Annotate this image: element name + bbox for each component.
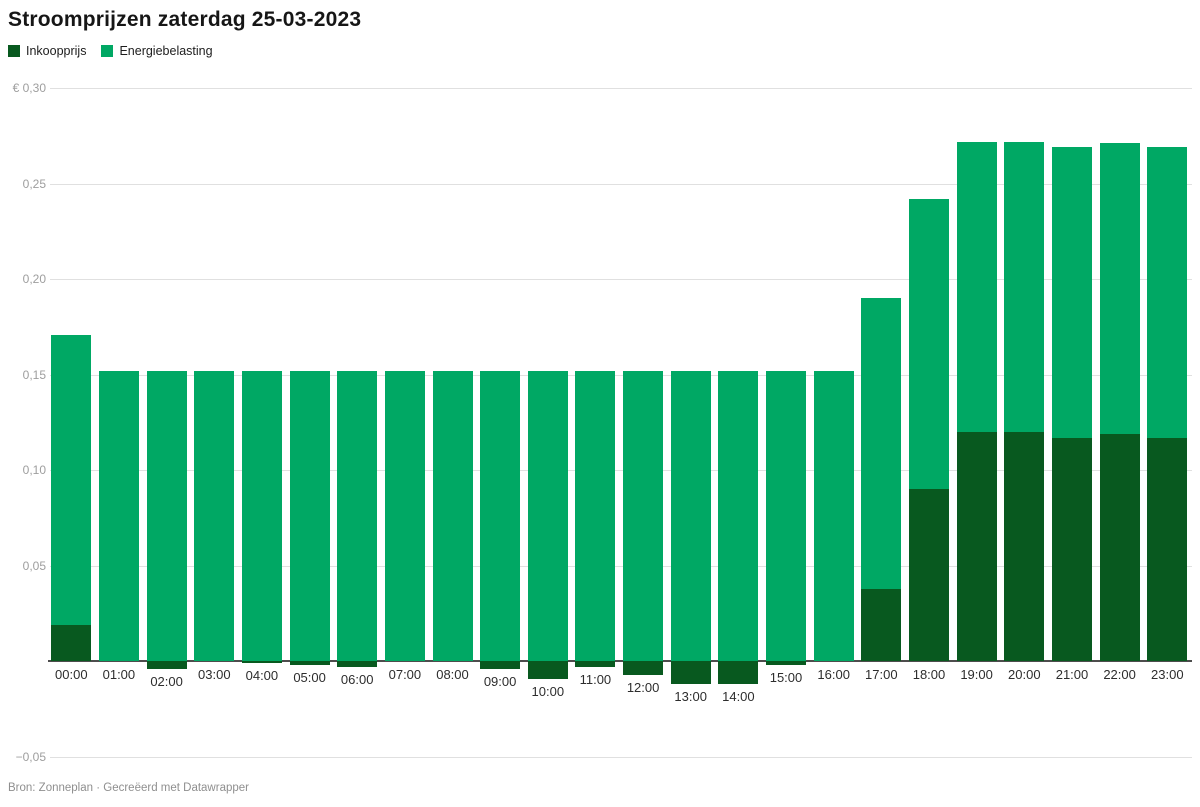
gridline-0,15 — [50, 374, 1192, 376]
bar-inkoopprijs-23:00 — [1147, 437, 1188, 662]
bar-energiebelasting-20:00 — [1004, 141, 1045, 432]
legend-item-0: Inkoopprijs — [8, 44, 86, 58]
x-axis-label-15:00: 15:00 — [769, 670, 803, 686]
bar-energiebelasting-09:00 — [480, 370, 521, 662]
x-axis-label-23:00: 23:00 — [1151, 666, 1184, 682]
x-axis-label-10:00: 10:00 — [531, 683, 565, 699]
x-axis-label-00:00: 00:00 — [55, 666, 88, 682]
x-axis-label-13:00: 13:00 — [674, 689, 707, 705]
bar-inkoopprijs-22:00 — [1099, 433, 1140, 662]
x-axis-label-21:00: 21:00 — [1055, 666, 1089, 682]
bar-energiebelasting-01:00 — [98, 370, 139, 662]
bar-energiebelasting-06:00 — [337, 370, 378, 662]
bar-energiebelasting-16:00 — [813, 370, 854, 662]
x-axis-label-08:00: 08:00 — [436, 666, 469, 682]
legend-label-1: Energiebelasting — [119, 44, 213, 58]
bar-inkoopprijs-12:00 — [623, 661, 664, 675]
y-axis-label-5: 0,05 — [22, 558, 46, 573]
source-attribution: Bron: Zonneplan · Gecreëerd met Datawrap… — [8, 782, 249, 794]
gridline-0,25 — [50, 183, 1192, 185]
gridline-0,20 — [50, 279, 1192, 281]
x-axis-label-17:00: 17:00 — [865, 666, 898, 682]
bar-energiebelasting-17:00 — [861, 298, 902, 589]
x-axis-label-05:00: 05:00 — [293, 670, 326, 686]
bar-inkoopprijs-14:00 — [718, 661, 759, 685]
gridline-−0,05 — [50, 757, 1192, 758]
bar-energiebelasting-02:00 — [146, 370, 187, 662]
bar-energiebelasting-13:00 — [670, 370, 711, 662]
legend-label-0: Inkoopprijs — [26, 44, 87, 58]
bar-energiebelasting-05:00 — [289, 370, 330, 662]
legend-item-1: Energiebelasting — [101, 44, 213, 58]
x-axis-label-03:00: 03:00 — [198, 666, 231, 682]
bar-energiebelasting-15:00 — [766, 370, 806, 662]
x-axis-label-18:00: 18:00 — [912, 666, 946, 682]
bar-energiebelasting-07:00 — [384, 370, 425, 662]
x-axis-label-11:00: 11:00 — [579, 672, 612, 688]
bar-inkoopprijs-00:00 — [51, 625, 92, 662]
bar-energiebelasting-00:00 — [51, 334, 92, 626]
bar-energiebelasting-11:00 — [575, 370, 616, 662]
x-axis-label-16:00: 16:00 — [817, 666, 850, 682]
y-axis-label-1: 0,25 — [22, 176, 46, 191]
legend-swatch-0 — [8, 45, 20, 57]
bar-inkoopprijs-21:00 — [1052, 437, 1092, 662]
x-axis-label-12:00: 12:00 — [626, 679, 660, 695]
bar-energiebelasting-21:00 — [1052, 147, 1092, 438]
x-axis-label-20:00: 20:00 — [1008, 666, 1041, 682]
bar-energiebelasting-22:00 — [1099, 143, 1140, 434]
bar-inkoopprijs-05:00 — [289, 661, 330, 666]
bar-energiebelasting-12:00 — [623, 370, 664, 662]
bar-inkoopprijs-04:00 — [241, 661, 282, 664]
legend-swatch-1 — [101, 45, 114, 57]
bar-inkoopprijs-09:00 — [480, 661, 521, 669]
bar-energiebelasting-18:00 — [909, 198, 949, 490]
y-axis-label-0: € 0,30 — [12, 81, 46, 95]
gridline-0,10 — [50, 470, 1192, 472]
x-axis-line — [48, 660, 1192, 663]
x-axis-label-14:00: 14:00 — [722, 689, 755, 705]
bar-inkoopprijs-11:00 — [575, 661, 616, 668]
bar-inkoopprijs-02:00 — [146, 661, 187, 669]
bar-energiebelasting-03:00 — [194, 370, 235, 662]
bar-energiebelasting-10:00 — [527, 370, 568, 662]
x-axis-label-04:00: 04:00 — [245, 668, 279, 684]
bar-energiebelasting-19:00 — [956, 141, 997, 432]
x-axis-label-22:00: 22:00 — [1103, 666, 1136, 682]
bar-inkoopprijs-10:00 — [527, 661, 568, 679]
bar-inkoopprijs-19:00 — [956, 432, 997, 662]
x-axis-label-06:00: 06:00 — [340, 672, 374, 688]
bar-inkoopprijs-15:00 — [766, 661, 806, 666]
y-axis-label-3: 0,15 — [22, 367, 46, 382]
x-axis-label-19:00: 19:00 — [960, 666, 993, 682]
gridline-€ 0,30 — [50, 88, 1192, 89]
bar-energiebelasting-23:00 — [1147, 147, 1188, 438]
x-axis-label-07:00: 07:00 — [388, 666, 422, 682]
y-axis-label-4: 0,10 — [22, 463, 46, 478]
bar-energiebelasting-14:00 — [718, 370, 759, 662]
bar-inkoopprijs-17:00 — [861, 588, 902, 662]
y-axis-label-2: 0,20 — [22, 272, 46, 287]
bar-inkoopprijs-06:00 — [337, 661, 378, 668]
bar-inkoopprijs-13:00 — [670, 661, 711, 685]
bar-inkoopprijs-20:00 — [1004, 432, 1045, 662]
x-axis-label-02:00: 02:00 — [150, 674, 183, 690]
x-axis-label-01:00: 01:00 — [102, 666, 136, 682]
gridline-0,05 — [50, 565, 1192, 567]
bar-energiebelasting-04:00 — [241, 370, 282, 662]
y-axis-label-6: −0,05 — [15, 750, 46, 764]
bar-inkoopprijs-18:00 — [909, 489, 949, 662]
x-axis-label-09:00: 09:00 — [483, 674, 517, 690]
chart-title: Stroomprijzen zaterdag 25-03-2023 — [8, 8, 362, 31]
legend: Inkoopprijs Energiebelasting — [8, 44, 213, 58]
bar-energiebelasting-08:00 — [432, 370, 473, 662]
